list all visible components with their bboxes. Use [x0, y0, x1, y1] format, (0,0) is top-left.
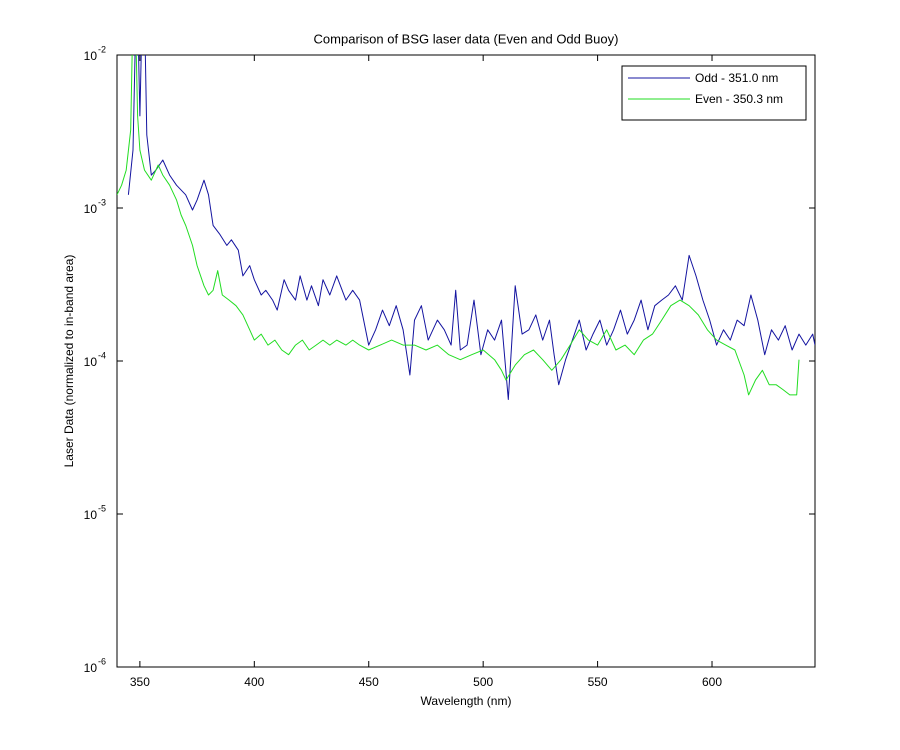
y-axis-label: Laser Data (normalized to in-band area) [62, 255, 76, 468]
y-tick-exponent: -3 [98, 197, 106, 207]
y-tick-label: 10 [84, 508, 98, 522]
legend-box [621, 65, 807, 121]
y-tick-exponent: -4 [98, 350, 106, 360]
x-tick-label: 350 [130, 675, 150, 689]
series-line [117, 55, 800, 396]
x-tick-label: 550 [588, 675, 608, 689]
y-tick-label: 10 [84, 355, 98, 369]
x-tick-label: 450 [359, 675, 379, 689]
x-tick-label: 400 [244, 675, 264, 689]
y-tick-label: 10 [84, 202, 98, 216]
plot-area [116, 54, 816, 668]
y-tick-label: 10 [84, 661, 98, 675]
y-tick-exponent: -5 [98, 503, 106, 513]
y-tick-exponent: -2 [98, 44, 106, 54]
y-tick-exponent: -6 [98, 656, 106, 666]
chart-title: Comparison of BSG laser data (Even and O… [314, 31, 619, 46]
x-tick-label: 500 [473, 675, 493, 689]
y-tick-label: 10 [84, 49, 98, 63]
x-axis-label: Wavelength (nm) [421, 694, 512, 708]
legend-label: Odd - 351.0 nm [695, 71, 778, 85]
series-layer [117, 55, 815, 400]
x-tick-label: 600 [702, 675, 722, 689]
series-line [127, 55, 815, 400]
legend-label: Even - 350.3 nm [695, 92, 783, 106]
